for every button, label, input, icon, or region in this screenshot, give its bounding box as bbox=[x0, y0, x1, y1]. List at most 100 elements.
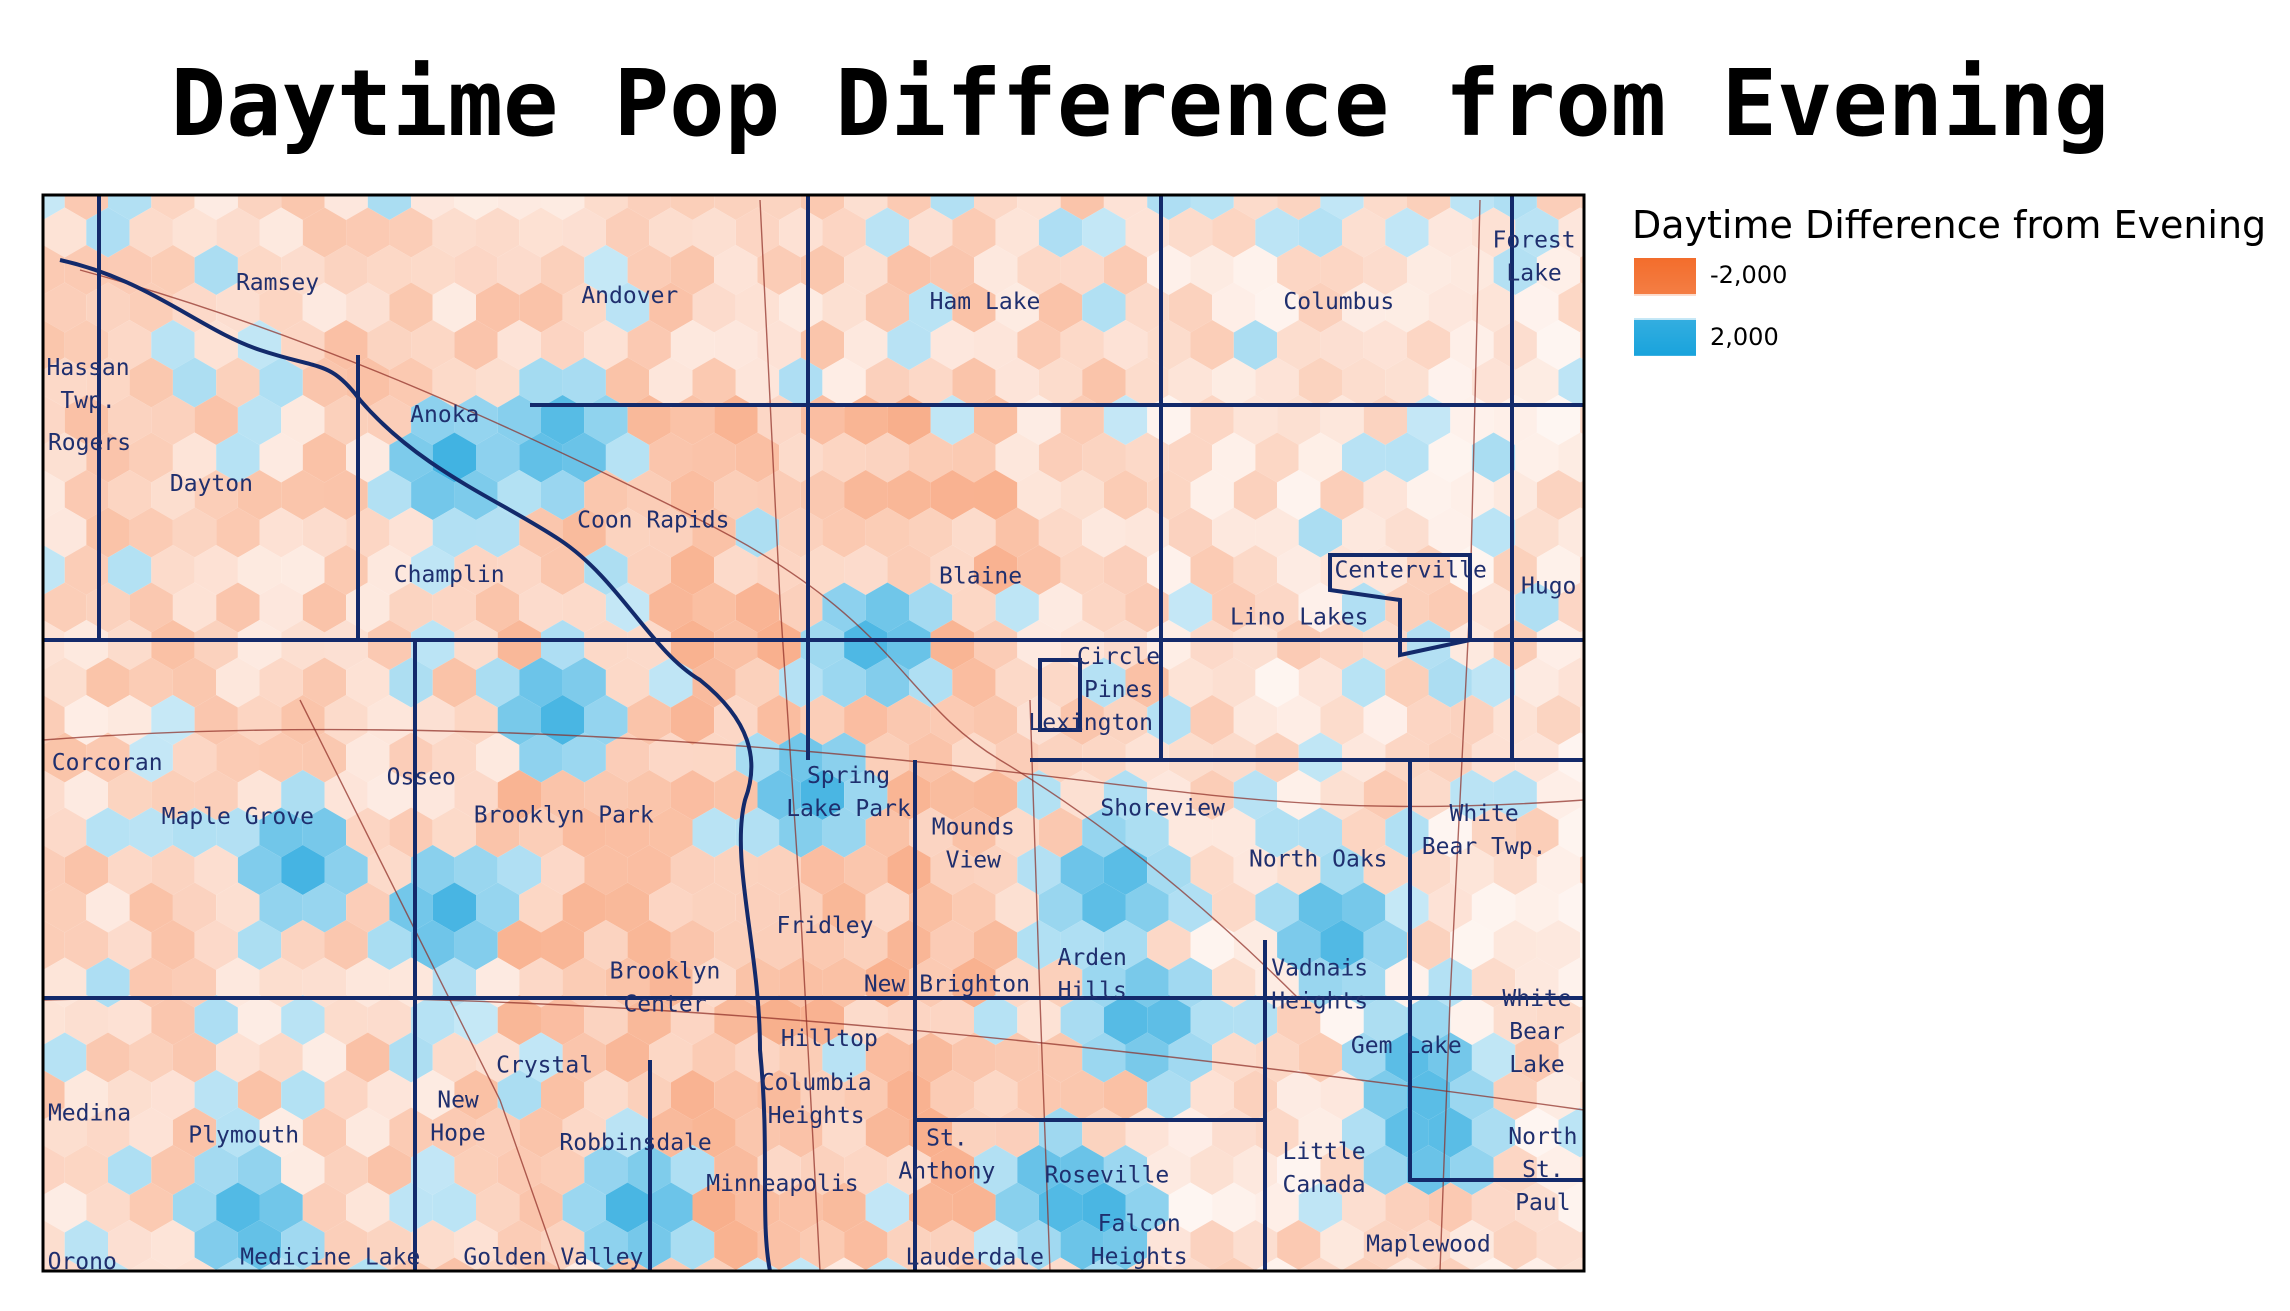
hex bbox=[541, 395, 585, 445]
hex bbox=[367, 195, 412, 220]
hex bbox=[584, 1145, 628, 1195]
hex bbox=[1363, 770, 1407, 820]
hex bbox=[1471, 807, 1516, 858]
hex bbox=[367, 245, 412, 295]
hex bbox=[194, 995, 238, 1045]
hex bbox=[43, 1220, 65, 1270]
hex bbox=[1515, 807, 1559, 858]
hex bbox=[302, 582, 347, 633]
hex bbox=[194, 920, 238, 970]
hex bbox=[1363, 920, 1407, 970]
hex bbox=[1363, 245, 1407, 295]
hex bbox=[909, 582, 953, 633]
hex bbox=[844, 545, 888, 595]
hex bbox=[1212, 282, 1256, 333]
hex bbox=[411, 845, 455, 895]
hex bbox=[649, 732, 693, 783]
hex bbox=[692, 1032, 736, 1083]
hex bbox=[129, 432, 173, 483]
hex bbox=[1558, 732, 1584, 783]
hex bbox=[1320, 1070, 1364, 1120]
road bbox=[79, 269, 1301, 1001]
hex bbox=[541, 245, 585, 295]
hex bbox=[865, 657, 909, 708]
hex bbox=[1168, 1032, 1213, 1083]
hex bbox=[1168, 732, 1213, 783]
hex bbox=[1515, 1182, 1559, 1233]
hex bbox=[909, 432, 953, 483]
hex bbox=[108, 195, 152, 220]
hex bbox=[995, 282, 1039, 333]
hex bbox=[1038, 732, 1083, 783]
hex bbox=[822, 582, 866, 633]
hex bbox=[237, 545, 282, 595]
hex bbox=[974, 245, 1018, 295]
hex bbox=[995, 432, 1039, 483]
hex bbox=[822, 1182, 866, 1233]
hex bbox=[1471, 732, 1516, 783]
hex bbox=[302, 807, 347, 858]
hex bbox=[64, 1220, 108, 1270]
hex bbox=[1060, 245, 1104, 295]
hex bbox=[519, 357, 563, 408]
hex bbox=[411, 1145, 455, 1195]
hex bbox=[822, 807, 866, 858]
place-label: Hugo bbox=[1521, 574, 1576, 600]
hex bbox=[1558, 807, 1584, 858]
hex bbox=[1168, 1257, 1213, 1271]
hex bbox=[1428, 1032, 1472, 1083]
hex bbox=[454, 770, 498, 820]
hex bbox=[1277, 395, 1321, 445]
hex bbox=[844, 395, 888, 445]
hex bbox=[1298, 1257, 1342, 1271]
hex bbox=[1536, 245, 1581, 295]
place-label: Hope bbox=[430, 1121, 485, 1147]
hex bbox=[1168, 357, 1213, 408]
hex bbox=[367, 470, 412, 520]
hex bbox=[1060, 1220, 1104, 1270]
hex bbox=[865, 1257, 909, 1271]
hex bbox=[43, 732, 87, 783]
hex bbox=[800, 320, 845, 370]
hex bbox=[562, 207, 606, 258]
hex bbox=[1082, 657, 1126, 708]
hex bbox=[216, 432, 260, 483]
hex bbox=[1428, 1182, 1472, 1233]
hex bbox=[454, 1145, 498, 1195]
hex bbox=[367, 1220, 412, 1270]
hex bbox=[649, 657, 693, 708]
hex bbox=[346, 207, 390, 258]
hex bbox=[1493, 545, 1537, 595]
hex bbox=[1060, 1145, 1104, 1195]
hex bbox=[1536, 320, 1581, 370]
hex bbox=[497, 1220, 541, 1270]
hex bbox=[541, 695, 585, 745]
hex bbox=[541, 770, 585, 820]
hex bbox=[692, 1257, 736, 1271]
hex bbox=[1536, 395, 1581, 445]
hex bbox=[1298, 882, 1342, 933]
place-label: Maple Grove bbox=[162, 804, 314, 830]
place-label: New Brighton bbox=[864, 972, 1030, 998]
hex bbox=[1320, 995, 1364, 1045]
hex bbox=[627, 395, 671, 445]
hex bbox=[1212, 207, 1256, 258]
hex bbox=[562, 732, 606, 783]
place-label: Mounds bbox=[932, 815, 1015, 841]
place-label: Hills bbox=[1058, 978, 1127, 1004]
hex bbox=[1320, 320, 1364, 370]
hex bbox=[43, 207, 87, 258]
hex bbox=[1558, 207, 1584, 258]
hex bbox=[194, 195, 238, 220]
hex bbox=[800, 470, 845, 520]
hex bbox=[172, 732, 217, 783]
legend-swatch bbox=[1634, 320, 1696, 356]
hex bbox=[43, 1257, 87, 1271]
hex bbox=[1515, 207, 1559, 258]
hex bbox=[952, 432, 996, 483]
place-label: Little bbox=[1283, 1139, 1366, 1165]
hex bbox=[1558, 1257, 1584, 1271]
hex bbox=[237, 470, 282, 520]
hex bbox=[151, 320, 195, 370]
